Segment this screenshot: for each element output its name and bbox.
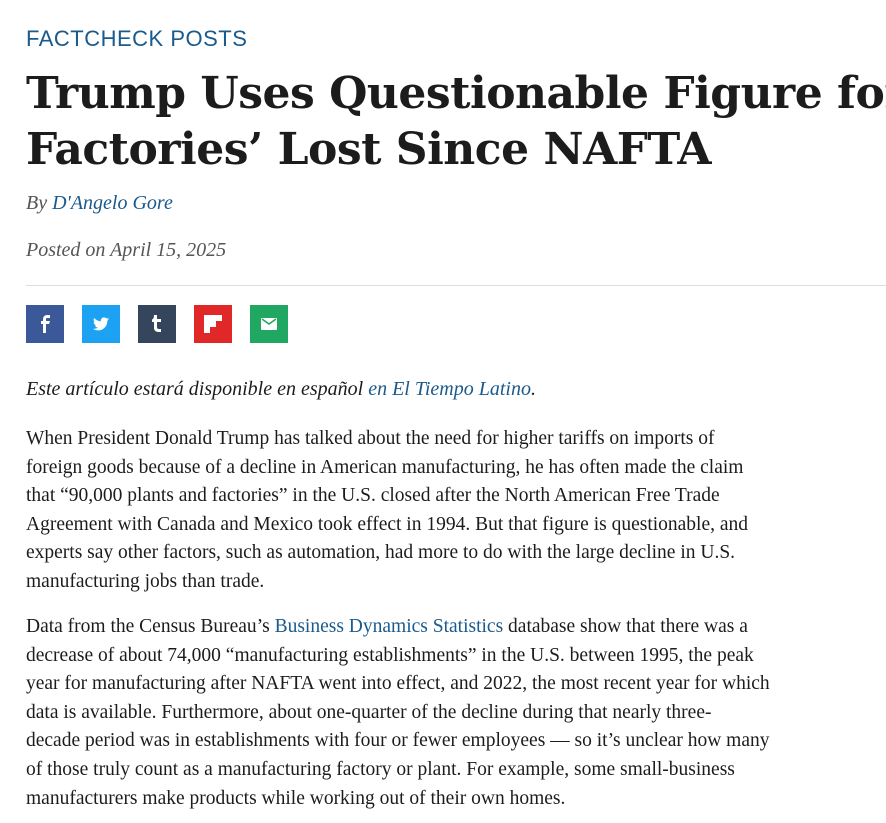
- byline-prefix: By: [26, 192, 53, 214]
- email-icon: [261, 318, 277, 330]
- spanish-note: Este artículo estará disponible en españ…: [26, 378, 536, 401]
- paragraph-line: When President Donald Trump has talked a…: [26, 428, 715, 449]
- paragraph-line: manufacturing jobs than trade.: [26, 570, 265, 592]
- paragraph-line: of those truly count as a manufacturing …: [26, 758, 735, 780]
- business-dynamics-statistics-link[interactable]: Business Dynamics Statistics: [274, 616, 504, 637]
- paragraph-line: foreign goods because of a decline in Am…: [26, 456, 744, 478]
- twitter-icon: [93, 317, 109, 331]
- flipboard-icon: [204, 315, 222, 333]
- spanish-note-end: .: [530, 378, 536, 400]
- share-bar: [26, 305, 288, 343]
- divider: [26, 285, 886, 286]
- category-link[interactable]: FACTCHECK POSTS: [26, 26, 248, 51]
- el-tiempo-latino-link[interactable]: en El Tiempo Latino: [368, 378, 531, 400]
- title-line: Factories’ Lost Since NAFTA: [26, 124, 711, 175]
- twitter-share-button[interactable]: [82, 305, 120, 343]
- tumblr-share-button[interactable]: [138, 305, 176, 343]
- paragraph-line: experts say other factors, such as autom…: [26, 542, 736, 564]
- email-share-button[interactable]: [250, 305, 288, 343]
- spanish-note-text: Este artículo estará disponible en españ…: [26, 378, 369, 400]
- paragraph-line: decrease of about 74,000 “manufacturing …: [26, 644, 754, 666]
- paragraph-line: that “90,000 plants and factories” in th…: [26, 485, 720, 507]
- paragraph-text: Data from the Census Bureau’s: [26, 616, 275, 637]
- flipboard-share-button[interactable]: [194, 305, 232, 343]
- article-paragraph-2: Data from the Census Bureau’s Business D…: [26, 613, 886, 813]
- author-link[interactable]: D'Angelo Gore: [52, 192, 173, 214]
- paragraph-line: year for manufacturing after NAFTA went …: [26, 673, 770, 695]
- article-paragraph-1: When President Donald Trump has talked a…: [26, 425, 886, 597]
- paragraph-line: decade period was in establishments with…: [26, 730, 770, 752]
- tumblr-icon: [152, 315, 161, 332]
- facebook-icon: [41, 315, 50, 333]
- paragraph-text: database show that there was a: [503, 616, 748, 637]
- facebook-share-button[interactable]: [26, 305, 64, 343]
- paragraph-line: Data from the Census Bureau’s Business D…: [26, 613, 886, 642]
- byline: By D'Angelo Gore: [26, 192, 173, 215]
- posted-date: Posted on April 15, 2025: [26, 239, 227, 261]
- paragraph-line: data is available. Furthermore, about on…: [26, 701, 712, 723]
- title-line: Trump Uses Questionable Figure for U.S.: [26, 68, 886, 119]
- paragraph-line: manufacturers make products while workin…: [26, 787, 566, 809]
- paragraph-line: Agreement with Canada and Mexico took ef…: [26, 513, 749, 535]
- article-title: Trump Uses Questionable Figure for U.S. …: [26, 66, 886, 178]
